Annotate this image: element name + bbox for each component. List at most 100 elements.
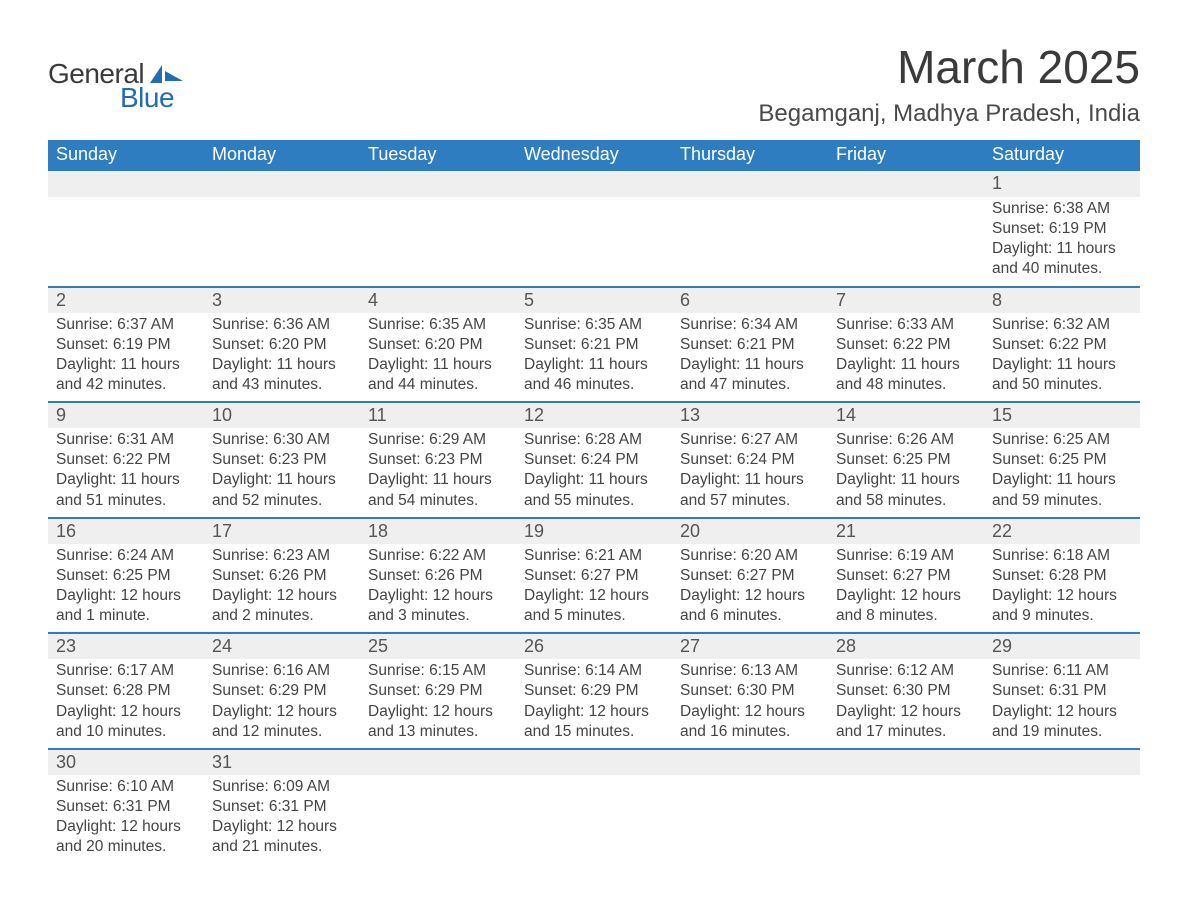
daynum-row: 23242526272829 — [48, 633, 1140, 659]
day-detail-cell: Sunrise: 6:22 AMSunset: 6:26 PMDaylight:… — [360, 544, 516, 634]
day-number-cell: 30 — [48, 749, 204, 775]
day-dl1: Daylight: 11 hours — [56, 470, 196, 490]
day-dl2: and 51 minutes. — [56, 491, 196, 511]
day-dl2: and 20 minutes. — [56, 837, 196, 857]
day-detail-cell — [360, 197, 516, 287]
day-number: 19 — [524, 521, 544, 541]
day-dl2: and 54 minutes. — [368, 491, 508, 511]
day-sr: Sunrise: 6:19 AM — [836, 546, 976, 566]
day-dl1: Daylight: 11 hours — [212, 470, 352, 490]
day-dl2: and 59 minutes. — [992, 491, 1132, 511]
weekday-header-row: Sunday Monday Tuesday Wednesday Thursday… — [48, 140, 1140, 171]
day-ss: Sunset: 6:25 PM — [56, 566, 196, 586]
day-number-cell — [516, 749, 672, 775]
day-number-cell: 28 — [828, 633, 984, 659]
day-sr: Sunrise: 6:37 AM — [56, 315, 196, 335]
day-sr: Sunrise: 6:24 AM — [56, 546, 196, 566]
day-dl2: and 48 minutes. — [836, 375, 976, 395]
day-dl1: Daylight: 11 hours — [836, 470, 976, 490]
day-ss: Sunset: 6:22 PM — [836, 335, 976, 355]
day-number: 14 — [836, 405, 856, 425]
day-sr: Sunrise: 6:16 AM — [212, 661, 352, 681]
day-sr: Sunrise: 6:10 AM — [56, 777, 196, 797]
weekday-thursday: Thursday — [672, 140, 828, 171]
month-title: March 2025 — [758, 40, 1140, 94]
day-dl2: and 46 minutes. — [524, 375, 664, 395]
weekday-tuesday: Tuesday — [360, 140, 516, 171]
day-ss: Sunset: 6:31 PM — [212, 797, 352, 817]
day-detail-cell: Sunrise: 6:29 AMSunset: 6:23 PMDaylight:… — [360, 428, 516, 518]
day-detail-cell: Sunrise: 6:19 AMSunset: 6:27 PMDaylight:… — [828, 544, 984, 634]
day-sr: Sunrise: 6:32 AM — [992, 315, 1132, 335]
day-dl1: Daylight: 12 hours — [836, 702, 976, 722]
weekday-wednesday: Wednesday — [516, 140, 672, 171]
day-sr: Sunrise: 6:21 AM — [524, 546, 664, 566]
day-dl1: Daylight: 12 hours — [680, 702, 820, 722]
day-dl1: Daylight: 11 hours — [992, 239, 1132, 259]
day-number-cell — [984, 749, 1140, 775]
day-dl2: and 40 minutes. — [992, 259, 1132, 279]
day-ss: Sunset: 6:24 PM — [680, 450, 820, 470]
day-detail-cell: Sunrise: 6:09 AMSunset: 6:31 PMDaylight:… — [204, 775, 360, 864]
day-ss: Sunset: 6:21 PM — [680, 335, 820, 355]
daynum-row: 16171819202122 — [48, 518, 1140, 544]
day-dl1: Daylight: 11 hours — [680, 355, 820, 375]
day-number: 2 — [56, 290, 66, 310]
day-dl1: Daylight: 11 hours — [368, 470, 508, 490]
daynum-row: 2345678 — [48, 287, 1140, 313]
day-number: 25 — [368, 636, 388, 656]
day-ss: Sunset: 6:22 PM — [56, 450, 196, 470]
day-dl2: and 42 minutes. — [56, 375, 196, 395]
day-detail-cell: Sunrise: 6:21 AMSunset: 6:27 PMDaylight:… — [516, 544, 672, 634]
day-number-cell: 7 — [828, 287, 984, 313]
day-detail-cell — [516, 775, 672, 864]
day-dl1: Daylight: 12 hours — [212, 817, 352, 837]
detail-row: Sunrise: 6:10 AMSunset: 6:31 PMDaylight:… — [48, 775, 1140, 864]
logo-text-blue: Blue — [120, 82, 174, 114]
day-number-cell — [828, 171, 984, 197]
day-number: 8 — [992, 290, 1002, 310]
day-number-cell: 27 — [672, 633, 828, 659]
day-detail-cell: Sunrise: 6:10 AMSunset: 6:31 PMDaylight:… — [48, 775, 204, 864]
day-number: 23 — [56, 636, 76, 656]
day-dl2: and 58 minutes. — [836, 491, 976, 511]
day-ss: Sunset: 6:25 PM — [992, 450, 1132, 470]
day-detail-cell: Sunrise: 6:30 AMSunset: 6:23 PMDaylight:… — [204, 428, 360, 518]
day-detail-cell — [672, 775, 828, 864]
day-detail-cell: Sunrise: 6:24 AMSunset: 6:25 PMDaylight:… — [48, 544, 204, 634]
day-number-cell: 18 — [360, 518, 516, 544]
day-ss: Sunset: 6:29 PM — [368, 681, 508, 701]
weekday-sunday: Sunday — [48, 140, 204, 171]
header: General Blue March 2025 Begamganj, Madhy… — [48, 40, 1140, 128]
day-detail-cell: Sunrise: 6:25 AMSunset: 6:25 PMDaylight:… — [984, 428, 1140, 518]
day-number-cell: 22 — [984, 518, 1140, 544]
day-detail-cell: Sunrise: 6:20 AMSunset: 6:27 PMDaylight:… — [672, 544, 828, 634]
day-sr: Sunrise: 6:20 AM — [680, 546, 820, 566]
day-dl1: Daylight: 12 hours — [56, 702, 196, 722]
day-detail-cell — [360, 775, 516, 864]
day-detail-cell — [828, 197, 984, 287]
detail-row: Sunrise: 6:24 AMSunset: 6:25 PM Daylight:… — [48, 544, 1140, 634]
day-dl1: Daylight: 12 hours — [212, 586, 352, 606]
location-subtitle: Begamganj, Madhya Pradesh, India — [758, 100, 1140, 128]
day-detail-cell: Sunrise: 6:35 AMSunset: 6:21 PMDaylight:… — [516, 313, 672, 403]
day-ss: Sunset: 6:30 PM — [680, 681, 820, 701]
calendar-table: Sunday Monday Tuesday Wednesday Thursday… — [48, 140, 1140, 863]
day-sr: Sunrise: 6:13 AM — [680, 661, 820, 681]
day-number-cell — [360, 171, 516, 197]
day-ss: Sunset: 6:25 PM — [836, 450, 976, 470]
day-dl1: Daylight: 12 hours — [56, 817, 196, 837]
day-dl2: and 13 minutes. — [368, 722, 508, 742]
day-sr: Sunrise: 6:28 AM — [524, 430, 664, 450]
day-number: 31 — [212, 752, 232, 772]
day-number: 9 — [56, 405, 66, 425]
day-number-cell: 29 — [984, 633, 1140, 659]
day-dl2: and 12 minutes. — [212, 722, 352, 742]
day-ss: Sunset: 6:30 PM — [836, 681, 976, 701]
day-number-cell: 8 — [984, 287, 1140, 313]
day-ss: Sunset: 6:20 PM — [212, 335, 352, 355]
day-detail-cell: Sunrise: 6:38 AMSunset: 6:19 PMDaylight:… — [984, 197, 1140, 287]
day-ss: Sunset: 6:31 PM — [992, 681, 1132, 701]
day-number-cell: 20 — [672, 518, 828, 544]
day-detail-cell: Sunrise: 6:17 AMSunset: 6:28 PMDaylight:… — [48, 659, 204, 749]
